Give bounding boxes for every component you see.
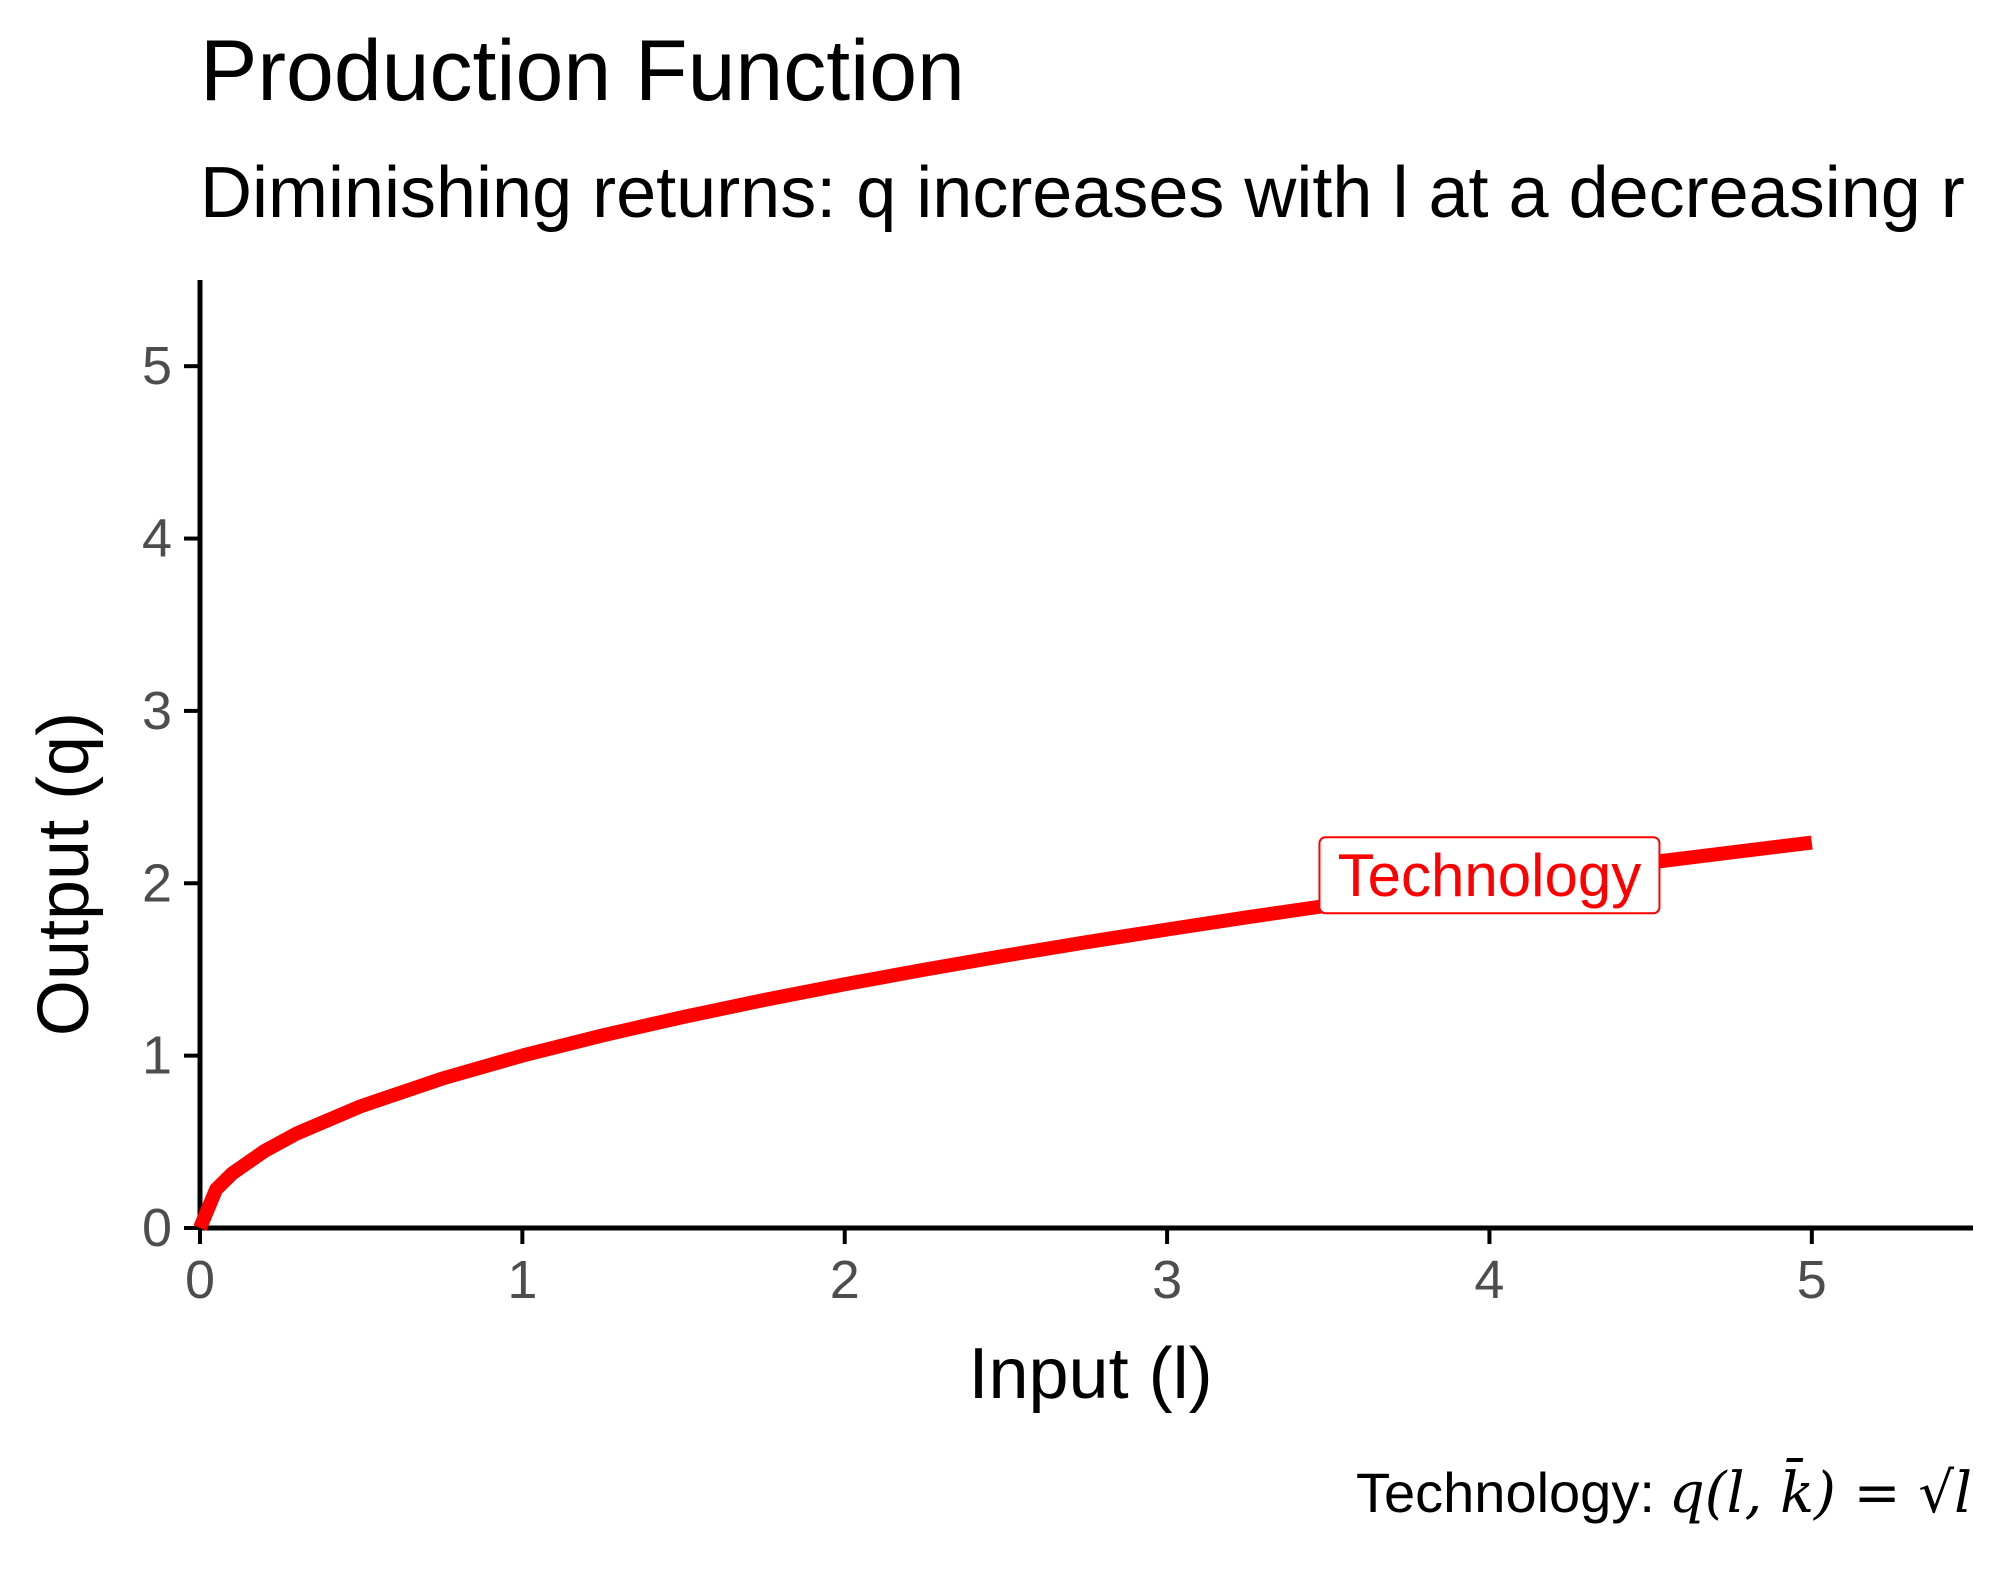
chart-title: Production Function (200, 23, 965, 119)
y-tick-label: 3 (142, 681, 172, 741)
x-tick-label: 5 (1797, 1250, 1827, 1310)
y-tick-label: 0 (142, 1198, 172, 1258)
chart-caption: Technology: q(l, k̄) = √l (1356, 1460, 1972, 1526)
x-tick-label: 3 (1152, 1250, 1182, 1310)
y-tick-label: 4 (142, 509, 172, 569)
x-tick-label: 2 (830, 1250, 860, 1310)
x-tick-label: 0 (185, 1250, 215, 1310)
y-tick-label: 5 (142, 336, 172, 396)
series-label-text: Technology (1338, 842, 1642, 909)
x-axis-label: Input (l) (968, 1334, 1212, 1414)
series-label: Technology (1318, 836, 1661, 915)
y-axis-ticks: 0 1 2 3 4 5 (142, 336, 200, 1258)
caption-label: Technology: (1356, 1461, 1655, 1524)
y-tick-label: 1 (142, 1026, 172, 1086)
x-tick-label: 4 (1474, 1250, 1504, 1310)
x-tick-label: 1 (507, 1250, 537, 1310)
x-axis-ticks: 0 1 2 3 4 5 (185, 1228, 1827, 1310)
chart-subtitle: Diminishing returns: q increases with l … (200, 153, 1965, 233)
y-tick-label: 2 (142, 853, 172, 913)
y-axis-label: Output (q) (24, 712, 104, 1036)
series-label-box (1318, 836, 1661, 915)
caption-formula: q(l, k̄) = √l (1668, 1461, 1972, 1526)
